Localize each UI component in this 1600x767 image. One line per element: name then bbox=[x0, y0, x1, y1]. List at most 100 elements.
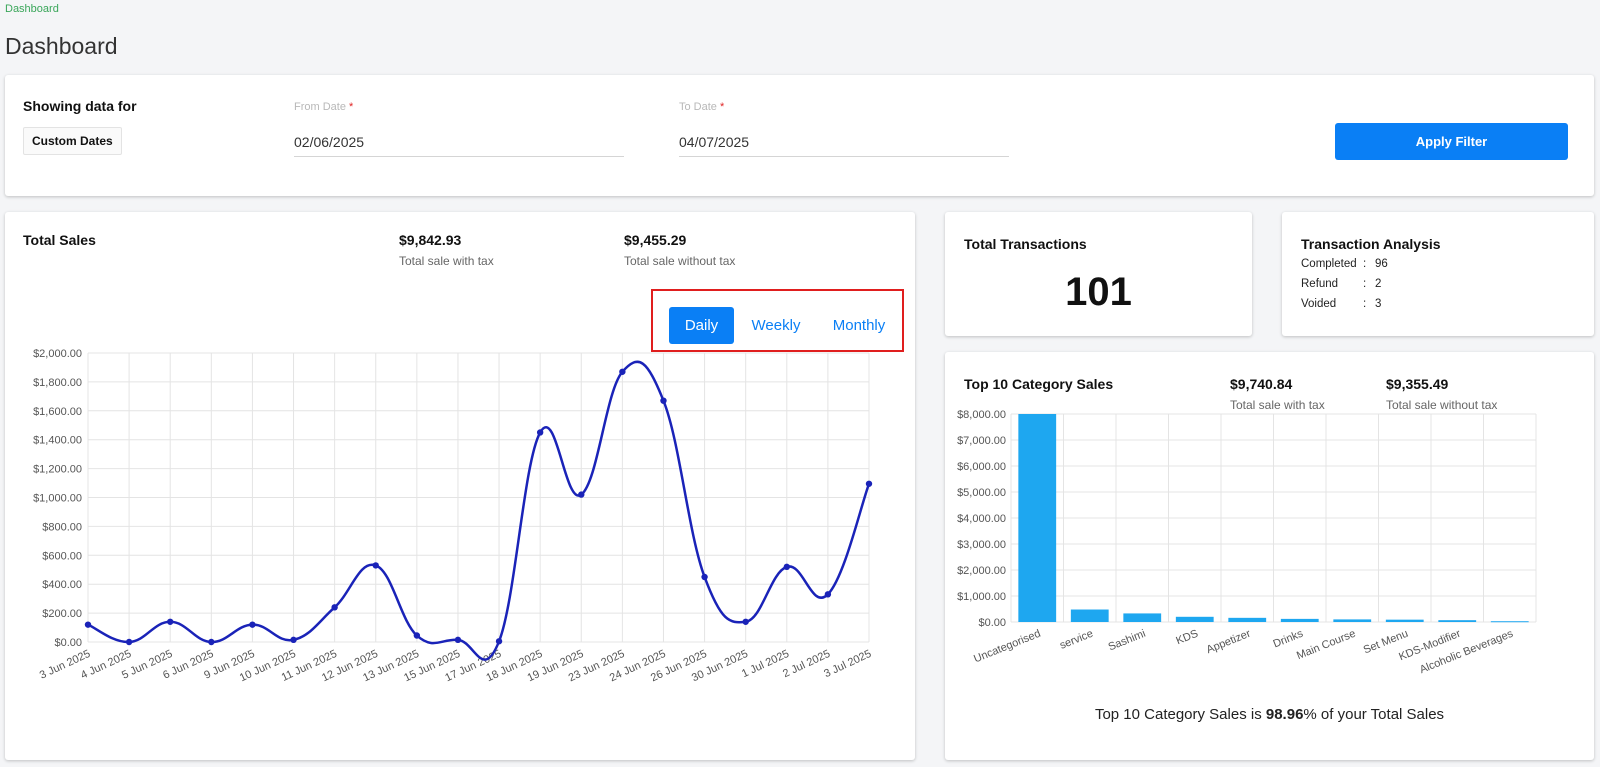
breadcrumb[interactable]: Dashboard bbox=[5, 3, 59, 15]
y-tick-label: $2,000.00 bbox=[957, 565, 1006, 577]
to-date-label: To Date * bbox=[679, 101, 725, 113]
from-date-label: From Date * bbox=[294, 101, 354, 113]
sales-data-point bbox=[495, 638, 503, 645]
sales-data-point bbox=[249, 621, 256, 628]
total-transactions-title: Total Transactions bbox=[964, 236, 1087, 252]
y-tick-label: $1,000.00 bbox=[957, 591, 1006, 603]
category-bar bbox=[1018, 414, 1057, 622]
analysis-row-refund: Refund:2 bbox=[1301, 278, 1382, 290]
sales-data-point bbox=[619, 368, 626, 375]
category-with-tax-label: Total sale with tax bbox=[1230, 398, 1325, 412]
sales-data-point bbox=[701, 573, 708, 581]
category-without-tax-label: Total sale without tax bbox=[1386, 398, 1498, 412]
sales-data-point bbox=[454, 636, 462, 644]
from-date-input[interactable] bbox=[294, 128, 624, 157]
sales-data-point bbox=[660, 397, 667, 404]
category-sales-title: Top 10 Category Sales bbox=[964, 376, 1114, 392]
category-sales-card: Top 10 Category Sales $9,740.84 Total sa… bbox=[945, 352, 1594, 760]
x-tick-label: Uncategorised bbox=[972, 628, 1042, 666]
category-bar bbox=[1280, 618, 1319, 622]
analysis-row-voided: Voided:3 bbox=[1301, 298, 1382, 310]
date-range-select[interactable]: Custom Dates bbox=[23, 127, 122, 155]
category-with-tax-value: $9,740.84 bbox=[1230, 376, 1293, 392]
category-share-percent: 98.96 bbox=[1265, 706, 1304, 723]
category-bar bbox=[1070, 609, 1109, 622]
sales-data-point bbox=[824, 591, 832, 598]
total-transactions-count: 101 bbox=[1065, 270, 1132, 314]
x-tick-label: KDS bbox=[1174, 628, 1199, 648]
category-bar bbox=[1490, 621, 1529, 623]
y-tick-label: $8,000.00 bbox=[957, 409, 1006, 421]
y-tick-label: $0.00 bbox=[978, 617, 1006, 629]
category-without-tax-value: $9,355.49 bbox=[1386, 376, 1449, 392]
period-weekly-button[interactable]: Weekly bbox=[741, 307, 811, 344]
filter-card: Showing data for Custom Dates From Date … bbox=[5, 75, 1594, 196]
category-share-footnote: Top 10 Category Sales is 98.96% of your … bbox=[1094, 706, 1445, 723]
category-bar bbox=[1438, 620, 1477, 622]
x-tick-label: Main Course bbox=[1295, 628, 1357, 662]
x-tick-label: Alcoholic Beverages bbox=[1418, 627, 1515, 676]
y-tick-label: $7,000.00 bbox=[957, 435, 1006, 447]
sales-data-point bbox=[290, 636, 297, 644]
sales-data-point bbox=[865, 480, 873, 487]
sales-data-point bbox=[578, 491, 585, 498]
category-bar bbox=[1333, 619, 1372, 622]
sales-line-series bbox=[87, 360, 871, 661]
page-title: Dashboard bbox=[5, 33, 118, 59]
x-tick-label: service bbox=[1058, 628, 1095, 652]
category-bar bbox=[1123, 613, 1162, 622]
sales-data-point bbox=[372, 562, 379, 569]
x-tick-label: 3 Jul 2025 bbox=[822, 648, 873, 680]
sales-data-point bbox=[125, 638, 133, 646]
y-tick-label: $600.00 bbox=[42, 550, 82, 562]
sales-without-tax-label: Total sale without tax bbox=[624, 254, 736, 268]
period-toggle-group: Daily Weekly Monthly bbox=[651, 289, 904, 352]
y-tick-label: $1,600.00 bbox=[33, 406, 82, 418]
y-tick-label: $3,000.00 bbox=[957, 539, 1006, 551]
total-sales-title: Total Sales bbox=[23, 232, 96, 248]
sales-data-point bbox=[208, 638, 215, 646]
filter-heading: Showing data for bbox=[23, 98, 137, 114]
sales-without-tax-value: $9,455.29 bbox=[624, 232, 687, 248]
x-tick-label: Drinks bbox=[1271, 627, 1305, 650]
category-bar bbox=[1385, 619, 1424, 622]
y-tick-label: $0.00 bbox=[54, 637, 82, 649]
to-date-input[interactable] bbox=[679, 128, 1009, 157]
y-tick-label: $400.00 bbox=[42, 579, 82, 591]
required-mark: * bbox=[349, 101, 354, 113]
sales-with-tax-label: Total sale with tax bbox=[399, 254, 494, 268]
total-transactions-card: Total Transactions 101 bbox=[945, 212, 1252, 336]
y-tick-label: $6,000.00 bbox=[957, 461, 1006, 473]
sales-data-point bbox=[742, 618, 749, 625]
y-tick-label: $1,200.00 bbox=[33, 464, 82, 476]
transaction-analysis-title: Transaction Analysis bbox=[1301, 236, 1441, 252]
sales-data-point bbox=[536, 429, 544, 436]
required-mark: * bbox=[719, 101, 725, 113]
total-sales-card: Total Sales $9,842.93 Total sale with ta… bbox=[5, 212, 915, 760]
sales-data-point bbox=[413, 632, 421, 639]
x-tick-label: Appetizer bbox=[1205, 628, 1253, 657]
analysis-row-completed: Completed:96 bbox=[1301, 258, 1388, 270]
apply-filter-button[interactable]: Apply Filter bbox=[1335, 123, 1568, 160]
category-bar bbox=[1228, 617, 1267, 622]
x-tick-label: Sashimi bbox=[1107, 628, 1148, 654]
period-monthly-button[interactable]: Monthly bbox=[818, 307, 900, 344]
sales-data-point bbox=[167, 618, 174, 625]
sales-with-tax-value: $9,842.93 bbox=[399, 232, 462, 248]
category-sales-bar-chart: $0.00 $1,000.00 $2,000.00 $3,000.00 $4,000.0… bbox=[957, 409, 1537, 676]
sales-data-point bbox=[84, 621, 92, 628]
sales-data-point bbox=[331, 604, 338, 611]
y-tick-label: $2,000.00 bbox=[33, 348, 82, 360]
y-tick-label: $1,400.00 bbox=[33, 435, 82, 447]
transaction-analysis-card: Transaction Analysis Completed:96 Refund… bbox=[1282, 212, 1594, 336]
y-tick-label: $5,000.00 bbox=[957, 487, 1006, 499]
y-tick-label: $1,800.00 bbox=[33, 377, 82, 389]
daily-sales-line-chart: $0.00 $200.00 $400.00 $600.00 $800.00 $1,000.… bbox=[33, 348, 873, 684]
period-daily-button[interactable]: Daily bbox=[669, 307, 734, 344]
category-bar bbox=[1175, 616, 1214, 622]
y-tick-label: $1,000.00 bbox=[33, 493, 82, 505]
sales-data-point bbox=[783, 563, 790, 571]
y-tick-label: $4,000.00 bbox=[957, 513, 1006, 525]
y-tick-label: $200.00 bbox=[42, 608, 82, 620]
y-tick-label: $800.00 bbox=[42, 521, 82, 533]
